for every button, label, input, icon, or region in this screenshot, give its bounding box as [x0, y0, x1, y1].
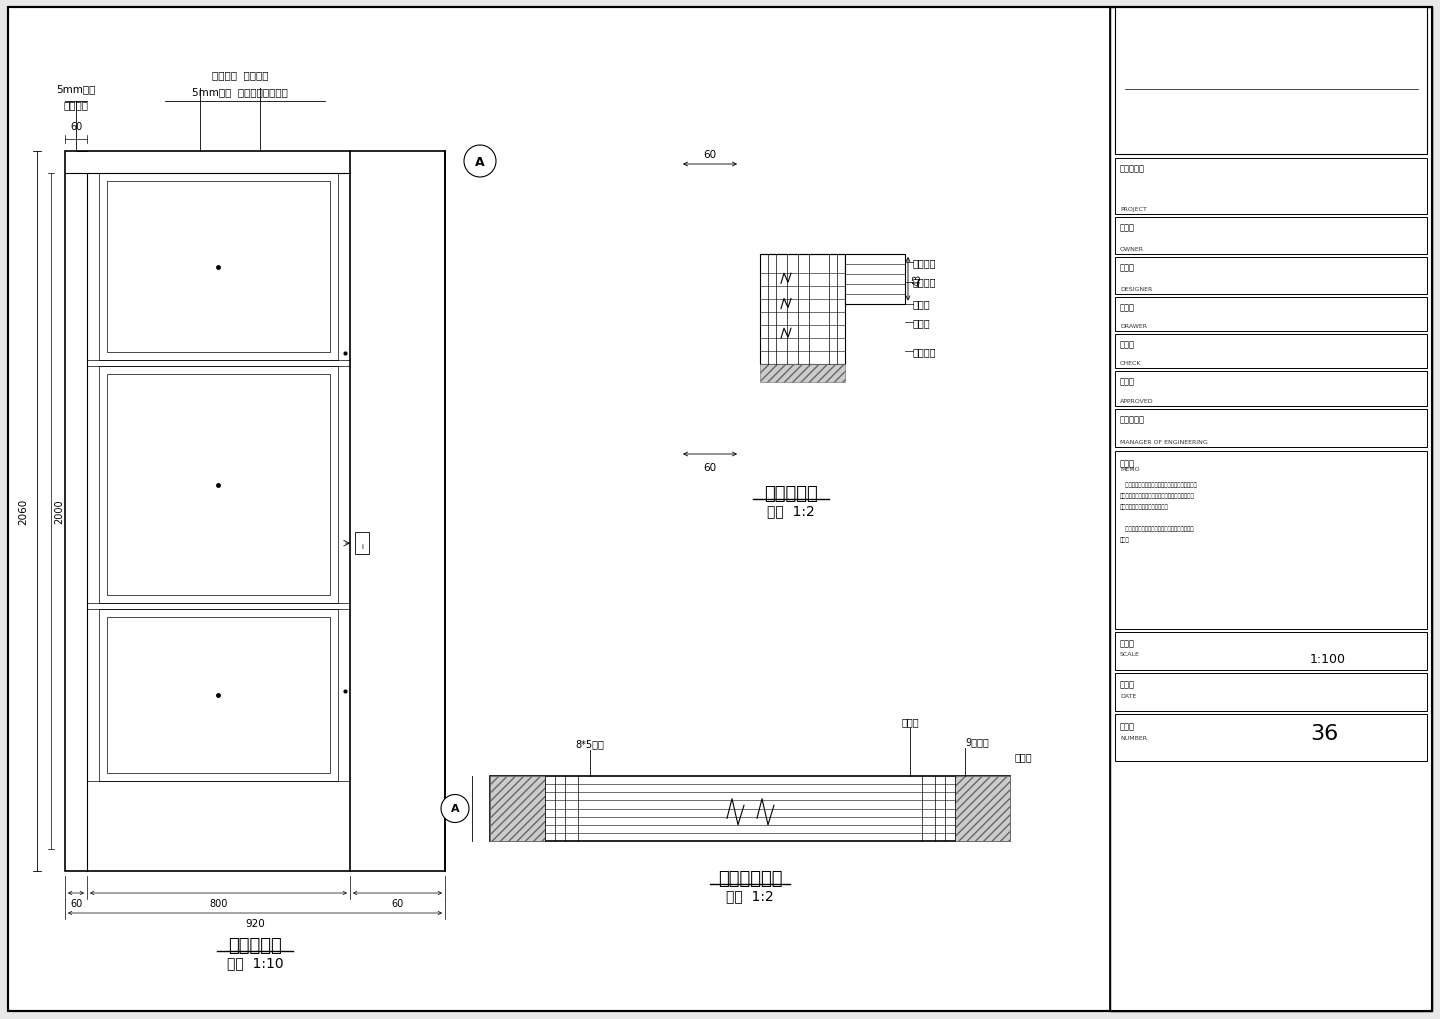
Text: 灰色混油: 灰色混油 [913, 277, 936, 287]
Text: 8*5凹槽: 8*5凹槽 [576, 739, 605, 748]
Text: 审定：: 审定： [1120, 377, 1135, 385]
Circle shape [464, 146, 495, 178]
Text: 灰色混油: 灰色混油 [913, 258, 936, 268]
Bar [1115, 372, 1427, 407]
Text: 备注：: 备注： [1120, 459, 1135, 468]
Text: PROJECT: PROJECT [1120, 207, 1146, 212]
Text: 60: 60 [71, 122, 82, 131]
Bar [1115, 159, 1427, 215]
Text: NUMBER: NUMBER [1120, 736, 1148, 740]
Text: 制图：: 制图： [1120, 303, 1135, 312]
Bar [1115, 8, 1427, 155]
Bar [845, 255, 904, 305]
Text: 比例：: 比例： [1120, 638, 1135, 647]
Text: 920: 920 [245, 918, 265, 928]
Bar [1115, 218, 1427, 255]
Text: A: A [475, 155, 485, 168]
Text: 饰面板: 饰面板 [1015, 751, 1032, 761]
Text: 矛盾之处，应立即通知设计人员。: 矛盾之处，应立即通知设计人员。 [1120, 503, 1169, 510]
Bar [99, 609, 338, 782]
Bar [65, 152, 445, 871]
Text: 本图未经书面同意不得转换复印，否就追究其法: 本图未经书面同意不得转换复印，否就追究其法 [1120, 526, 1194, 531]
Text: APPROVED: APPROVED [1120, 398, 1153, 404]
Text: DRAWER: DRAWER [1120, 324, 1148, 329]
Text: 43: 43 [456, 803, 467, 815]
Text: 门套大样图: 门套大样图 [765, 484, 818, 502]
Bar [107, 181, 330, 353]
Text: 律责任: 律责任 [1120, 536, 1130, 542]
Bar [490, 776, 1009, 841]
Text: 2060: 2060 [19, 498, 27, 525]
Text: MANAGER OF ENGINEERING: MANAGER OF ENGINEERING [1120, 439, 1208, 444]
Text: 60: 60 [71, 898, 82, 908]
Text: 比例  1:10: 比例 1:10 [226, 955, 284, 969]
Text: 比例  1:2: 比例 1:2 [768, 503, 815, 518]
Text: 1:100: 1:100 [1310, 652, 1346, 665]
Text: DESIGNER: DESIGNER [1120, 286, 1152, 291]
Text: 60: 60 [703, 150, 717, 160]
Bar [107, 618, 330, 773]
Bar [490, 776, 544, 841]
Bar [1115, 410, 1427, 447]
Text: 工程名称：: 工程名称： [1120, 164, 1145, 173]
Text: 灰色混油: 灰色混油 [913, 346, 936, 357]
Bar [760, 365, 845, 382]
Bar [99, 174, 338, 361]
Text: 60: 60 [703, 463, 717, 473]
Text: 图号：: 图号： [1120, 721, 1135, 731]
Text: 大芒板: 大芒板 [913, 318, 930, 328]
Text: 人员必须做到依据对照图纸十之谨慎性，如发现任何: 人员必须做到依据对照图纸十之谨慎性，如发现任何 [1120, 492, 1195, 498]
Text: 业主：: 业主： [1120, 223, 1135, 231]
Text: 5mm抚缝: 5mm抚缝 [56, 84, 95, 94]
Text: 工程负责：: 工程负责： [1120, 415, 1145, 424]
Text: 设计：: 设计： [1120, 263, 1135, 272]
Bar [99, 367, 338, 603]
Text: 混油油白  灰色混油: 混油油白 灰色混油 [212, 70, 268, 79]
Bar [1115, 674, 1427, 711]
Bar [1115, 451, 1427, 630]
Text: 36: 36 [1310, 723, 1338, 743]
Bar [955, 776, 1009, 841]
Bar [1115, 298, 1427, 331]
Text: SCALE: SCALE [1120, 651, 1140, 656]
Text: 2000: 2000 [55, 499, 63, 524]
Text: 复核：: 复核： [1120, 339, 1135, 348]
Bar [1115, 258, 1427, 294]
Text: 5mm抚缝  门锁（客户自理）: 5mm抚缝 门锁（客户自理） [192, 87, 288, 97]
Bar [1115, 714, 1427, 761]
Bar [1115, 334, 1427, 369]
Text: MEMO: MEMO [1120, 467, 1139, 472]
Text: 60: 60 [392, 898, 403, 908]
Bar [1115, 633, 1427, 671]
Text: DATE: DATE [1120, 693, 1136, 698]
Text: A: A [451, 804, 459, 814]
Text: Ⓐ房门剪面图: Ⓐ房门剪面图 [717, 869, 782, 888]
Text: 43: 43 [913, 273, 923, 285]
Ellipse shape [560, 190, 860, 430]
Text: OWNER: OWNER [1120, 247, 1143, 252]
Circle shape [441, 795, 469, 822]
Bar [107, 375, 330, 595]
Text: 大芒板: 大芒板 [913, 300, 930, 309]
Text: 请在用比例尺量取数值以图内标注尺寸为准，施工: 请在用比例尺量取数值以图内标注尺寸为准，施工 [1120, 482, 1197, 487]
Text: 大芒板: 大芒板 [901, 716, 919, 727]
Text: 房门立面图: 房门立面图 [228, 936, 282, 954]
Text: 日期：: 日期： [1120, 680, 1135, 688]
Text: 比例  1:2: 比例 1:2 [726, 889, 773, 902]
Text: 混油油白: 混油油白 [63, 100, 88, 110]
Bar [760, 255, 845, 365]
Bar [356, 533, 369, 554]
Text: 9厘夹板: 9厘夹板 [965, 737, 989, 746]
Text: CHECK: CHECK [1120, 361, 1142, 366]
Bar [1110, 8, 1431, 1011]
Text: i: i [361, 544, 363, 549]
Text: 800: 800 [209, 898, 228, 908]
